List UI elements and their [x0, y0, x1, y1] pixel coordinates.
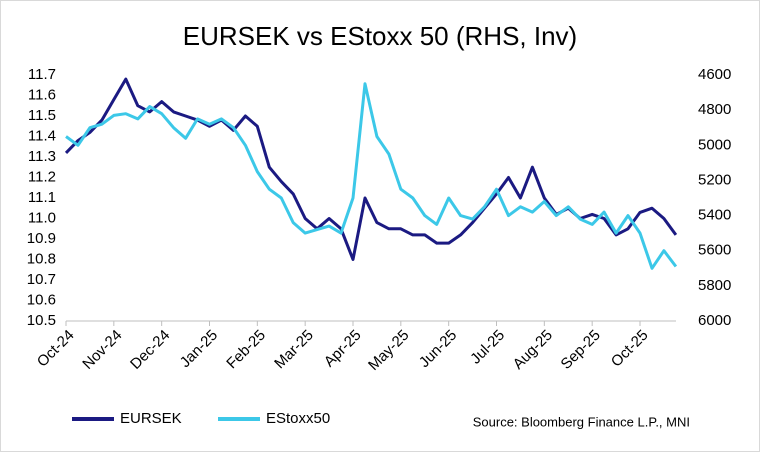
y-tick-label: 11.5 — [28, 107, 56, 124]
y-tick-label: 10.8 — [27, 250, 56, 267]
y2-tick-label: 4600 — [698, 66, 731, 83]
y-tick-label: 10.6 — [27, 291, 56, 308]
y2-tick-label: 5800 — [698, 277, 731, 294]
y-tick-label: 11.4 — [28, 127, 56, 144]
y2-tick-label: 5600 — [698, 242, 731, 259]
y2-tick-label: 6000 — [698, 312, 731, 329]
legend-label: EStoxx50 — [266, 410, 330, 427]
y-tick-label: 11.1 — [28, 189, 56, 206]
y-tick-label: 11.3 — [28, 148, 56, 165]
series-line — [65, 82, 678, 270]
source-note: Source: Bloomberg Finance L.P., MNI — [473, 414, 690, 429]
y-tick-label: 11.7 — [28, 66, 56, 83]
y-tick-label: 11.6 — [28, 86, 56, 103]
y-tick-label: 10.7 — [27, 271, 56, 288]
y2-tick-label: 5200 — [698, 171, 731, 188]
y2-tick-label: 4800 — [698, 101, 731, 118]
y2-tick-label: 5400 — [698, 207, 731, 224]
y2-tick-label: 5000 — [698, 136, 731, 153]
y-tick-label: 11.0 — [28, 209, 56, 226]
y-tick-label: 11.2 — [28, 168, 56, 185]
chart-title: EURSEK vs EStoxx 50 (RHS, Inv) — [183, 21, 577, 51]
legend-label: EURSEK — [120, 410, 182, 427]
y-tick-label: 10.9 — [27, 230, 56, 247]
y-tick-label: 10.5 — [27, 312, 56, 329]
